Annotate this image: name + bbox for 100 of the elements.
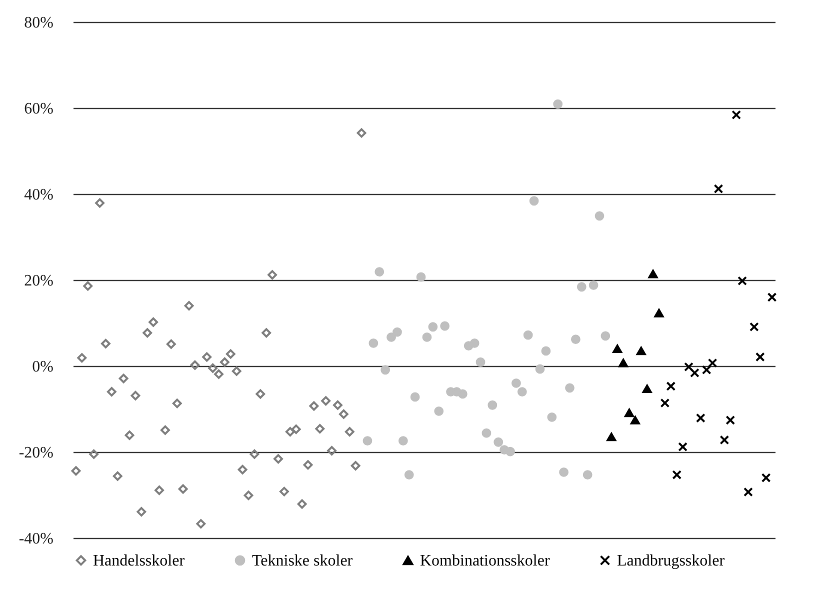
- point: [262, 328, 272, 338]
- point: [576, 282, 586, 292]
- point: [559, 468, 569, 477]
- y-tick-label: -40%: [18, 530, 54, 548]
- point: [612, 344, 622, 354]
- point: [600, 331, 610, 341]
- point: [196, 519, 206, 529]
- point: [83, 281, 93, 291]
- point: [642, 384, 652, 393]
- point: [71, 466, 81, 476]
- point: [541, 346, 551, 356]
- point: [732, 110, 742, 120]
- point: [321, 396, 331, 406]
- point: [315, 424, 325, 434]
- point: [428, 322, 438, 332]
- point: [362, 436, 372, 446]
- point: [529, 196, 539, 206]
- point: [702, 365, 712, 375]
- point: [648, 270, 658, 278]
- point: [226, 349, 236, 359]
- legend-label: Kombinationsskoler: [420, 552, 550, 570]
- y-tick-label: 60%: [24, 100, 54, 118]
- point: [624, 408, 634, 418]
- y-tick-label: 0%: [32, 358, 54, 376]
- point: [327, 446, 336, 456]
- y-tick-label: 40%: [24, 186, 54, 204]
- point: [124, 430, 134, 440]
- point: [136, 507, 146, 516]
- point: [672, 470, 682, 480]
- point: [594, 211, 604, 221]
- legend-label: Landbrugsskoler: [617, 552, 726, 570]
- point: [244, 490, 254, 500]
- y-tick-label: 20%: [24, 272, 54, 290]
- point: [279, 486, 289, 496]
- point: [190, 360, 200, 370]
- point: [285, 427, 295, 436]
- point: [297, 499, 307, 509]
- point: [250, 449, 260, 459]
- point: [178, 484, 188, 494]
- point: [482, 428, 492, 438]
- point: [410, 392, 420, 402]
- point: [356, 128, 366, 138]
- point: [684, 362, 694, 372]
- point: [440, 321, 450, 331]
- point: [101, 338, 110, 348]
- point: [517, 387, 527, 396]
- point: [404, 470, 414, 480]
- point: [755, 352, 765, 362]
- point: [338, 409, 348, 419]
- point: [160, 425, 170, 435]
- point: [523, 330, 533, 340]
- point: [434, 406, 444, 416]
- point: [208, 363, 218, 373]
- point: [148, 317, 158, 327]
- point: [238, 464, 248, 474]
- point: [392, 327, 402, 337]
- point: [494, 437, 504, 447]
- point: [696, 413, 706, 423]
- point: [570, 334, 580, 344]
- point: [636, 346, 646, 356]
- point: [708, 358, 718, 368]
- point: [386, 332, 396, 342]
- point: [726, 415, 736, 425]
- legend-label: Tekniske skoler: [252, 552, 354, 570]
- point: [303, 460, 313, 470]
- point: [291, 424, 301, 434]
- point: [476, 357, 486, 367]
- point: [422, 332, 432, 342]
- point: [202, 352, 212, 362]
- point: [232, 366, 242, 376]
- point: [535, 364, 545, 374]
- point: [744, 487, 753, 497]
- point: [565, 383, 574, 393]
- point: [606, 432, 616, 442]
- legend-label: Handelsskoler: [93, 552, 186, 570]
- point: [767, 292, 777, 302]
- point: [89, 449, 99, 459]
- point: [470, 338, 480, 348]
- point: [690, 368, 700, 378]
- point: [588, 280, 598, 290]
- point: [678, 442, 688, 452]
- point: [214, 369, 224, 379]
- point: [95, 198, 104, 208]
- point: [220, 357, 230, 367]
- point: [268, 270, 278, 280]
- point: [458, 389, 468, 399]
- point: [309, 401, 319, 411]
- point: [416, 272, 426, 282]
- point: [184, 301, 194, 311]
- point: [666, 382, 676, 391]
- point: [654, 308, 664, 318]
- point: [630, 416, 640, 424]
- point: [398, 436, 408, 446]
- point: [582, 470, 592, 480]
- point: [344, 427, 354, 436]
- point: [618, 358, 628, 368]
- point: [738, 276, 747, 286]
- point: [112, 471, 122, 481]
- point: [547, 412, 557, 422]
- point: [374, 267, 384, 277]
